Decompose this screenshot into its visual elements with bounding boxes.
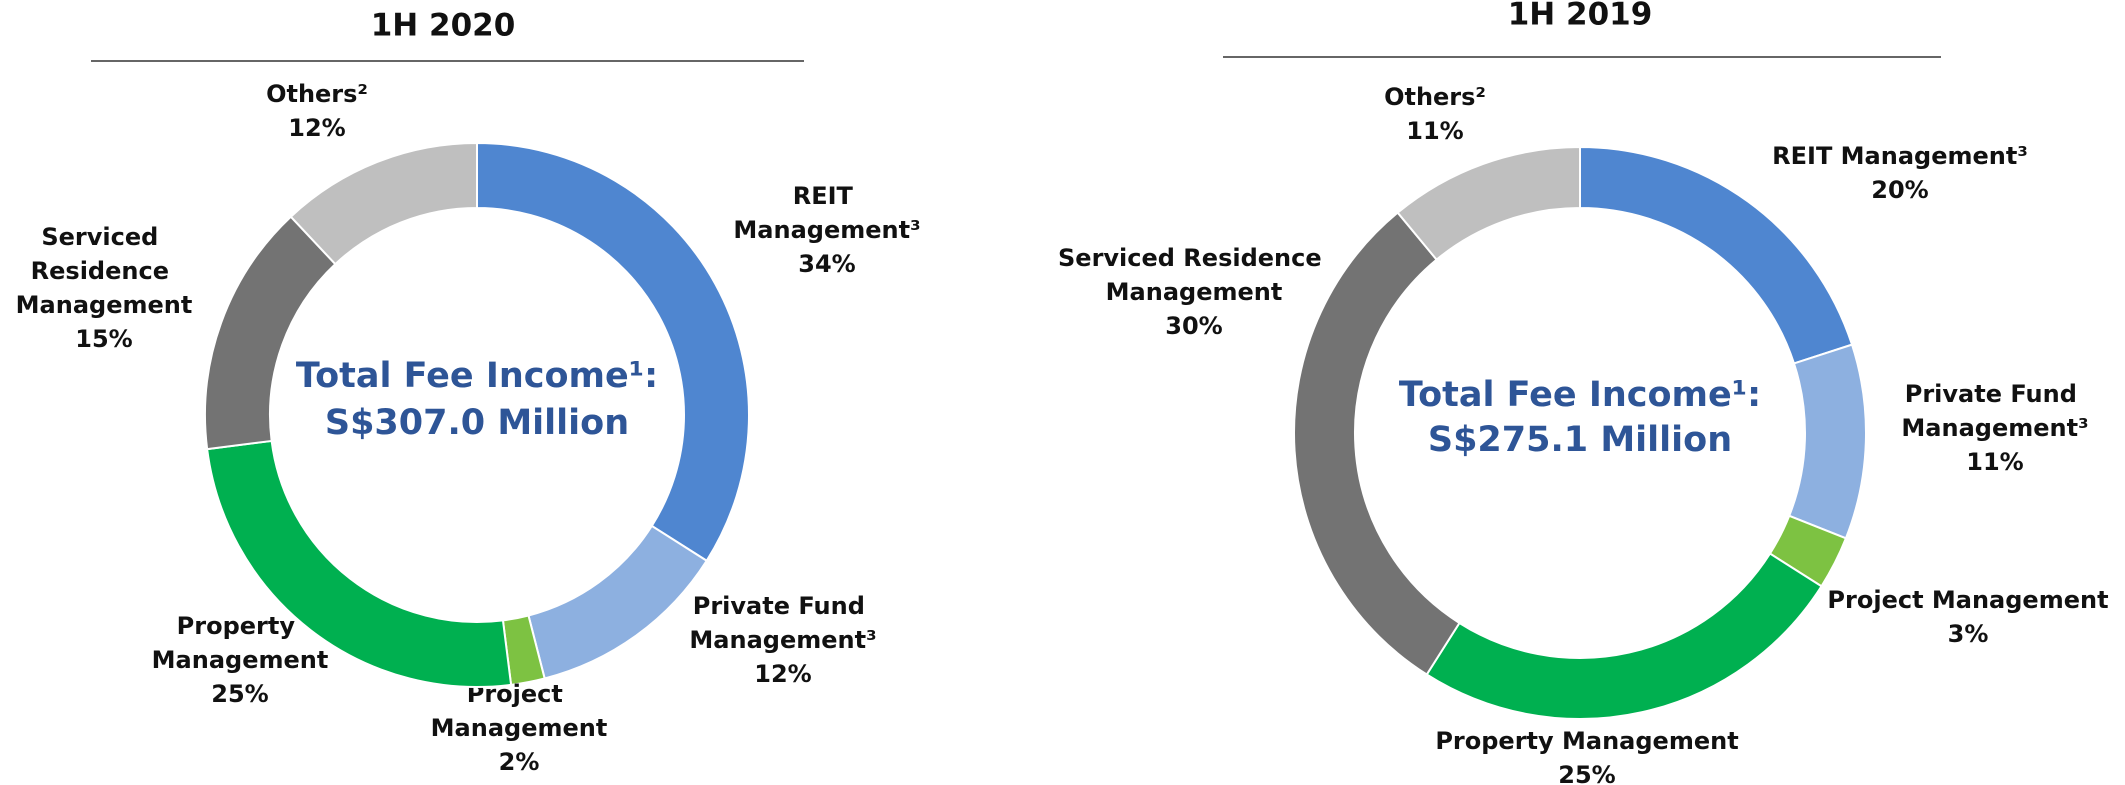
donut-segment [1396,145,1581,262]
segment-label: Private Fund Management³ [689,592,876,654]
segment-value-label: 25% [211,680,268,708]
donut-segment [527,524,709,680]
segment-value-label: 30% [1165,312,1222,340]
segment-label: Others² [266,80,368,108]
chart-title: 1H 2019 [1508,0,1653,33]
segment-label: Project Management [1827,586,2108,614]
segment-label: Private Fund Management³ [1901,380,2088,442]
center-text: Total Fee Income¹: [1399,375,1761,415]
center-text: S$275.1 Million [1428,420,1732,460]
segment-value-label: 15% [75,325,132,353]
donut-segment [289,141,478,266]
segment-label: REIT Management³ [733,182,920,244]
segment-label: REIT Management³ [1772,142,2028,170]
donut-segment [476,141,750,563]
segment-label: Others² [1384,83,1486,111]
segment-value-label: 12% [288,114,345,142]
donut-segment [1425,552,1823,720]
segment-label: Property Management [152,612,329,674]
segment-value-label: 12% [754,660,811,688]
center-text: Total Fee Income¹: [296,356,658,396]
donut-segment [1787,343,1867,540]
donut-segment [1293,211,1461,676]
chart-title: 1H 2020 [371,8,516,44]
donut-segment [204,215,337,451]
donut-segment [1579,145,1854,365]
segment-label: Project Management [431,680,608,742]
center-text: S$307.0 Million [325,403,629,443]
segment-value-label: 25% [1558,761,1615,785]
segment-value-label: 2% [499,748,540,776]
segment-label: Serviced Residence Management [16,223,193,319]
segment-label: Property Management [1435,727,1738,755]
segment-value-label: 11% [1406,117,1463,145]
segment-value-label: 3% [1948,620,1989,648]
segment-value-label: 20% [1871,176,1928,204]
segment-label: Serviced Residence Management [1058,244,1330,306]
segment-value-label: 34% [798,250,855,278]
segment-value-label: 11% [1966,448,2023,476]
